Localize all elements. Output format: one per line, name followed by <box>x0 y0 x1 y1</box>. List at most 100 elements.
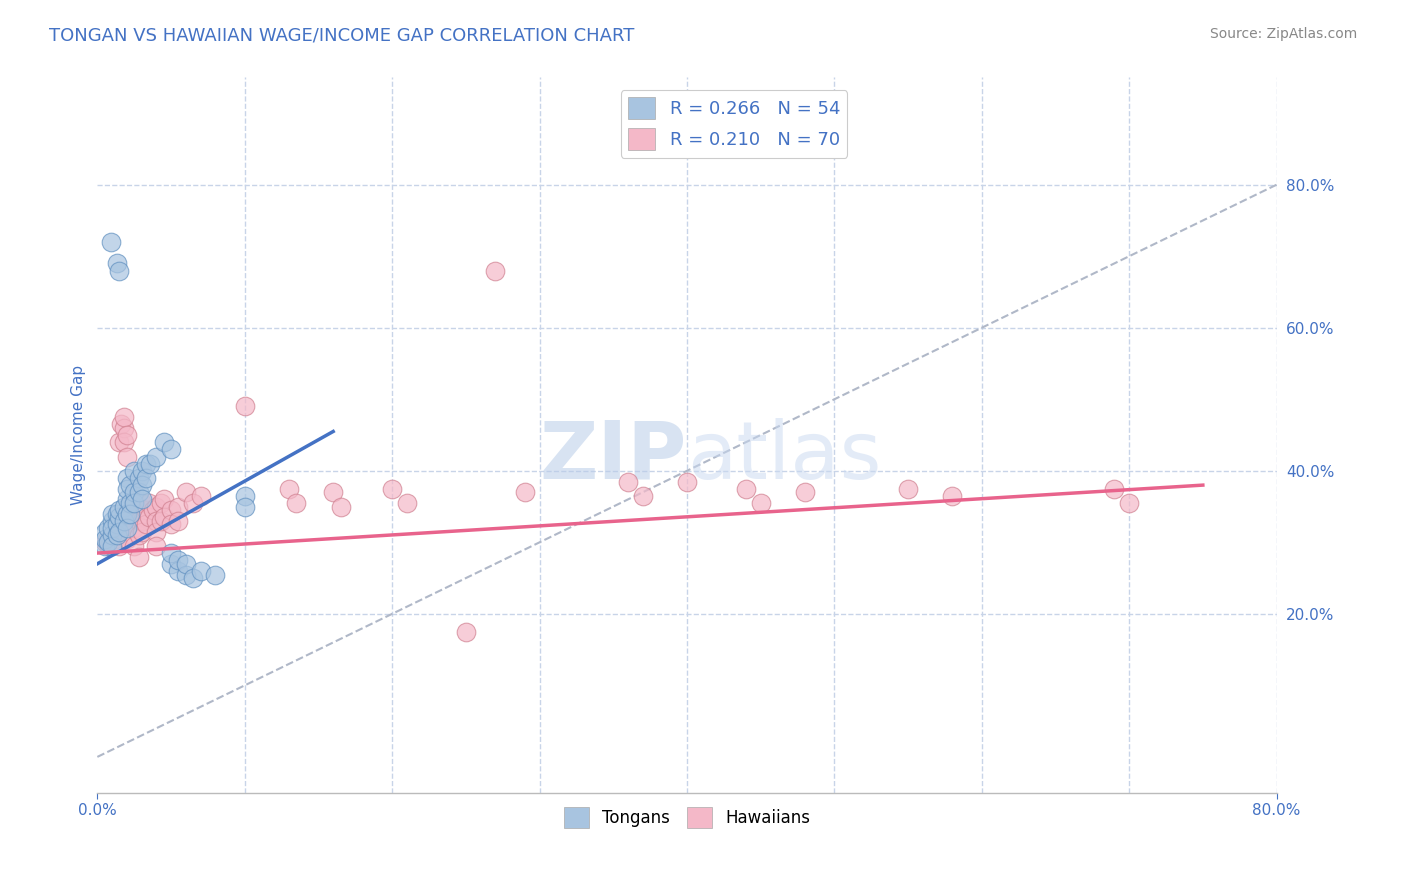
Text: ZIP: ZIP <box>540 417 688 495</box>
Point <box>122 507 145 521</box>
Point <box>135 457 157 471</box>
Legend: Tongans, Hawaiians: Tongans, Hawaiians <box>557 801 817 834</box>
Point <box>122 521 145 535</box>
Point <box>115 507 138 521</box>
Point <box>793 485 815 500</box>
Point <box>118 510 141 524</box>
Point <box>108 435 131 450</box>
Point <box>115 428 138 442</box>
Point <box>105 517 128 532</box>
Point <box>122 485 145 500</box>
Point <box>149 514 172 528</box>
Point <box>93 524 115 539</box>
Point <box>233 400 256 414</box>
Point <box>115 517 138 532</box>
Point <box>138 510 160 524</box>
Text: Source: ZipAtlas.com: Source: ZipAtlas.com <box>1209 27 1357 41</box>
Point <box>1104 482 1126 496</box>
Point <box>101 539 124 553</box>
Point <box>149 496 172 510</box>
Point <box>285 496 308 510</box>
Point <box>128 485 150 500</box>
Point <box>395 496 418 510</box>
Point <box>160 442 183 457</box>
Point <box>181 496 204 510</box>
Point <box>115 482 138 496</box>
Point <box>142 503 165 517</box>
Point <box>108 263 131 277</box>
Point <box>190 564 212 578</box>
Point <box>278 482 301 496</box>
Point <box>676 475 699 489</box>
Point <box>322 485 344 500</box>
Point <box>112 435 135 450</box>
Text: TONGAN VS HAWAIIAN WAGE/INCOME GAP CORRELATION CHART: TONGAN VS HAWAIIAN WAGE/INCOME GAP CORRE… <box>49 27 634 45</box>
Point <box>897 482 920 496</box>
Point <box>454 624 477 639</box>
Point <box>112 421 135 435</box>
Point <box>108 524 131 539</box>
Point <box>93 539 115 553</box>
Point <box>138 496 160 510</box>
Point <box>1118 496 1140 510</box>
Point <box>112 514 135 528</box>
Point <box>135 517 157 532</box>
Point <box>329 500 352 514</box>
Point <box>128 549 150 564</box>
Point <box>131 524 153 539</box>
Point <box>105 528 128 542</box>
Point <box>100 235 122 249</box>
Point <box>128 528 150 542</box>
Point <box>105 521 128 535</box>
Point <box>115 450 138 464</box>
Point <box>160 557 183 571</box>
Point <box>112 410 135 425</box>
Point <box>101 507 124 521</box>
Point <box>131 478 153 492</box>
Point <box>617 475 640 489</box>
Point <box>108 510 131 524</box>
Point <box>118 496 141 510</box>
Point <box>145 450 167 464</box>
Point <box>108 503 131 517</box>
Point <box>122 464 145 478</box>
Point <box>152 492 174 507</box>
Point <box>135 503 157 517</box>
Point <box>139 457 162 471</box>
Point <box>152 435 174 450</box>
Point <box>122 492 145 507</box>
Point <box>122 539 145 553</box>
Point <box>131 496 153 510</box>
Point <box>131 464 153 478</box>
Point <box>93 532 115 546</box>
Point <box>631 489 654 503</box>
Point <box>749 496 772 510</box>
Point <box>941 489 963 503</box>
Point <box>160 517 183 532</box>
Point <box>145 500 167 514</box>
Point <box>381 482 404 496</box>
Point <box>735 482 758 496</box>
Point <box>181 571 204 585</box>
Point <box>174 485 197 500</box>
Point <box>108 539 131 553</box>
Point <box>105 507 128 521</box>
Point <box>128 514 150 528</box>
Point <box>204 567 226 582</box>
Point <box>118 478 141 492</box>
Point <box>128 500 150 514</box>
Point <box>145 539 167 553</box>
Point <box>131 514 153 528</box>
Point <box>174 557 197 571</box>
Point <box>115 471 138 485</box>
Y-axis label: Wage/Income Gap: Wage/Income Gap <box>72 365 86 505</box>
Point <box>115 532 138 546</box>
Point <box>145 514 167 528</box>
Point <box>484 263 506 277</box>
Point <box>174 567 197 582</box>
Point <box>108 524 131 539</box>
Point <box>101 528 124 542</box>
Point <box>135 471 157 485</box>
Point <box>115 521 138 535</box>
Point <box>128 471 150 485</box>
